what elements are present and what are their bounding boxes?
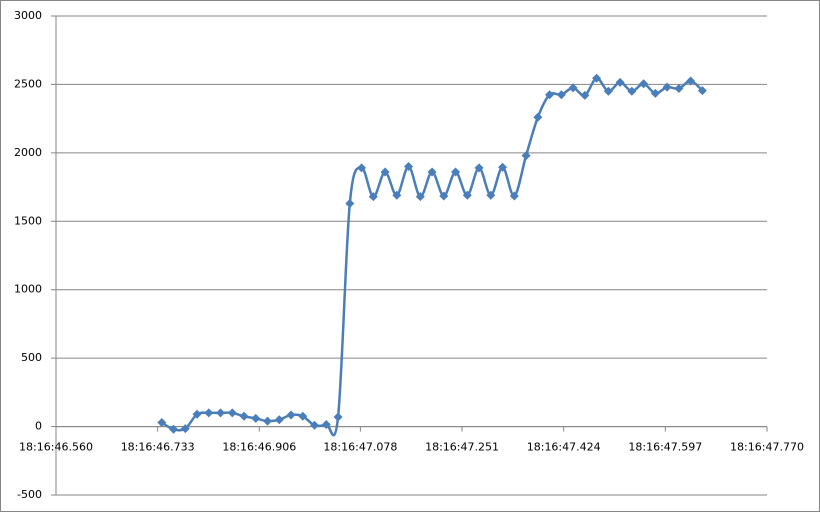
y-tick-label: 500 — [21, 351, 42, 364]
y-tick-label: -500 — [17, 488, 42, 501]
data-point — [521, 151, 531, 161]
data-point — [439, 191, 449, 201]
data-point — [333, 412, 343, 422]
data-point — [592, 73, 602, 83]
x-tick-label: 18:16:47.770 — [730, 441, 804, 454]
data-point — [568, 83, 578, 93]
data-point — [204, 408, 214, 418]
y-tick-label: 1000 — [14, 283, 42, 296]
data-point — [545, 90, 555, 100]
data-point — [451, 167, 461, 177]
data-point — [239, 411, 249, 421]
data-point — [216, 408, 226, 418]
data-point — [380, 167, 390, 177]
y-tick-label: 3000 — [14, 9, 42, 22]
data-point — [415, 192, 425, 202]
data-point — [486, 190, 496, 200]
data-point — [404, 162, 414, 172]
data-point — [686, 76, 696, 86]
x-tick-label: 18:16:46.906 — [222, 441, 296, 454]
data-point — [662, 82, 672, 92]
y-tick-label: 0 — [35, 420, 42, 433]
data-point — [603, 86, 613, 96]
y-tick-label: 2000 — [14, 146, 42, 159]
data-point — [556, 90, 566, 100]
data-point — [368, 192, 378, 202]
data-point — [263, 416, 273, 426]
data-point — [298, 411, 308, 421]
data-point — [286, 410, 296, 420]
data-point — [192, 409, 202, 419]
data-point — [580, 90, 590, 100]
data-point — [345, 198, 355, 208]
data-point — [169, 424, 179, 434]
data-point — [427, 167, 437, 177]
x-tick-label: 18:16:47.424 — [527, 441, 601, 454]
data-point — [310, 420, 320, 430]
data-point — [639, 79, 649, 89]
data-point — [509, 191, 519, 201]
data-point — [474, 163, 484, 173]
data-point — [615, 77, 625, 87]
data-point — [650, 88, 660, 98]
data-point — [697, 86, 707, 96]
data-point — [321, 420, 331, 430]
data-point — [498, 162, 508, 172]
x-tick-label: 18:16:46.560 — [19, 441, 93, 454]
x-tick-label: 18:16:46.733 — [121, 441, 195, 454]
data-point — [251, 413, 261, 423]
data-point — [674, 84, 684, 94]
data-point — [392, 190, 402, 200]
data-point — [462, 190, 472, 200]
y-tick-label: 1500 — [14, 214, 42, 227]
data-point — [227, 408, 237, 418]
x-tick-label: 18:16:47.251 — [425, 441, 499, 454]
y-tick-label: 2500 — [14, 77, 42, 90]
data-point — [357, 163, 367, 173]
data-point — [157, 417, 167, 427]
data-point — [274, 415, 284, 425]
x-tick-label: 18:16:47.078 — [323, 441, 397, 454]
x-tick-label: 18:16:47.597 — [628, 441, 702, 454]
data-point — [180, 424, 190, 434]
data-point — [533, 112, 543, 122]
data-point — [627, 86, 637, 96]
